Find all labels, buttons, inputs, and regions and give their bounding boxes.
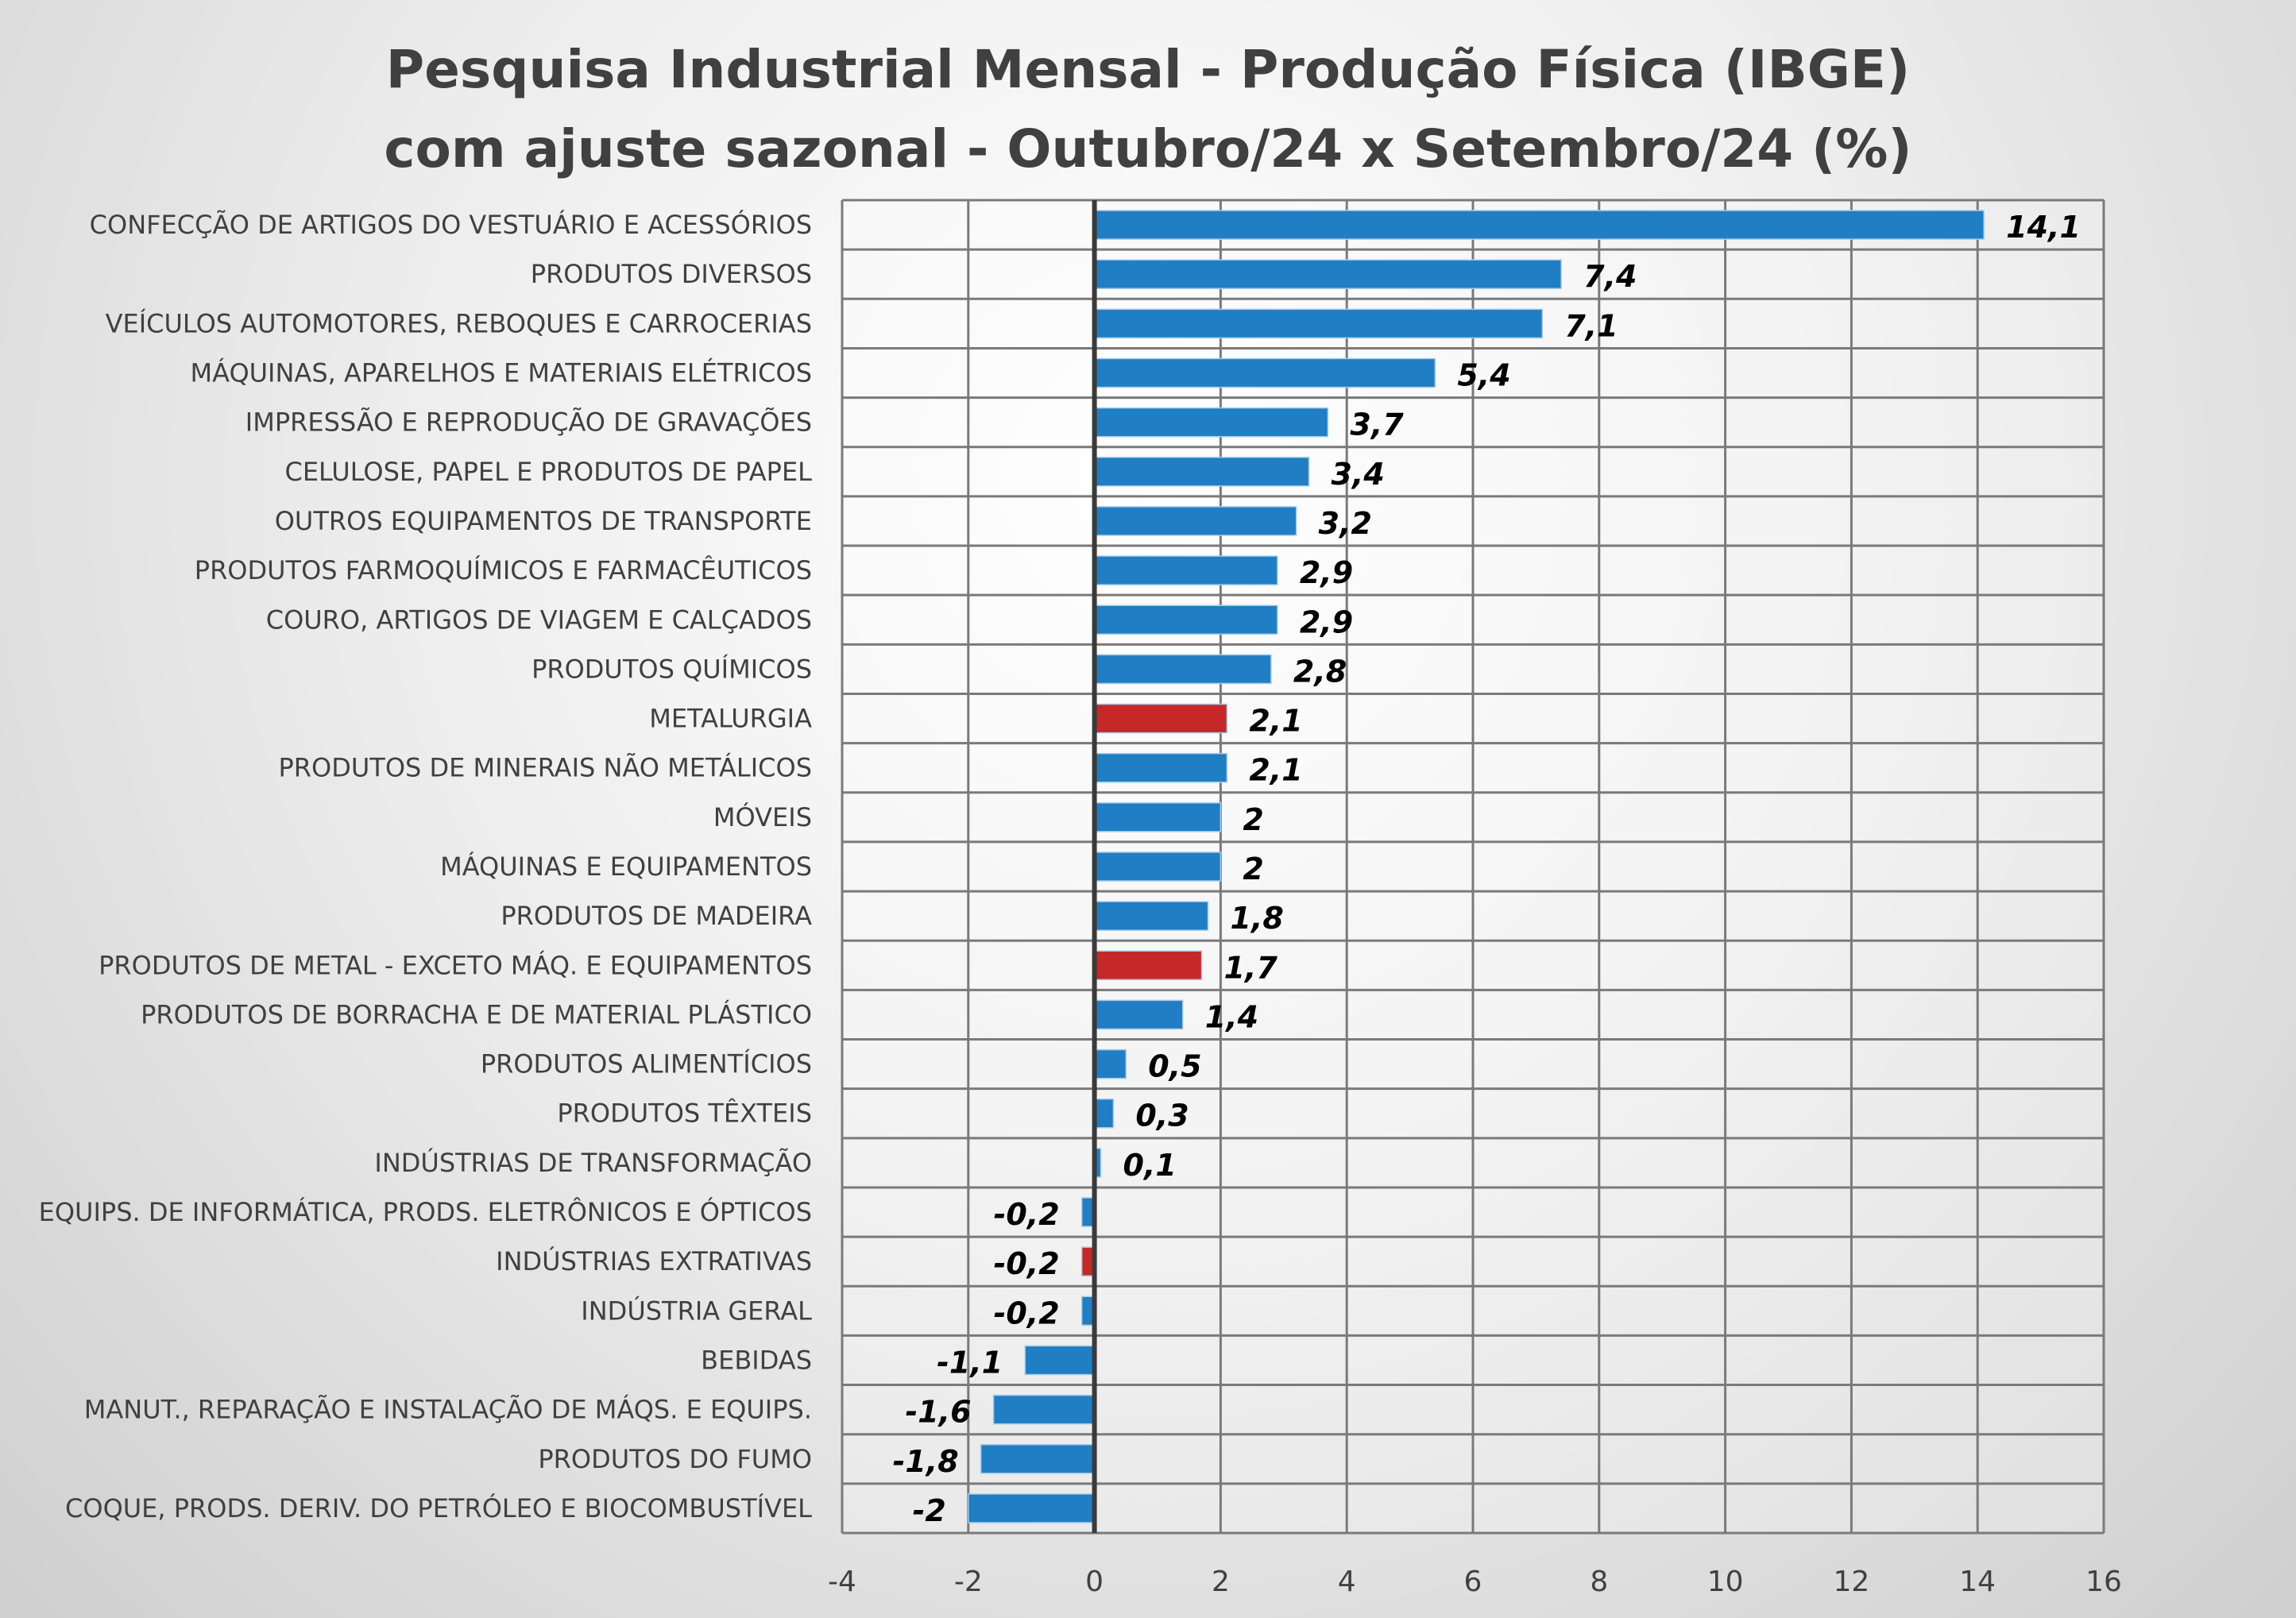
data-label: -1,6 <box>905 1395 971 1430</box>
data-label: -0,2 <box>994 1246 1060 1281</box>
bar <box>1093 457 1310 487</box>
x-tick-label: 4 <box>1338 1566 1356 1598</box>
data-label: 2,9 <box>1300 604 1353 639</box>
category-label: MANUT., REPARAÇÃO E INSTALAÇÃO DE MÁQS. … <box>84 1395 812 1425</box>
bar <box>1024 1345 1096 1376</box>
chart-title-line-1: Pesquisa Industrial Mensal - Produção Fí… <box>386 39 1910 100</box>
x-tick-label: 16 <box>2085 1566 2122 1598</box>
bar <box>1093 308 1544 339</box>
category-label: INDÚSTRIA GERAL <box>581 1295 812 1326</box>
x-tick-label: 8 <box>1590 1566 1608 1598</box>
category-label: CONFECÇÃO DE ARTIGOS DO VESTUÁRIO E ACES… <box>90 209 812 240</box>
category-label: MÁQUINAS E EQUIPAMENTOS <box>440 851 812 882</box>
chart-title-line-2: com ajuste sazonal - Outubro/24 x Setemb… <box>384 118 1911 180</box>
bar <box>1093 210 1985 240</box>
data-label: 0,5 <box>1148 1049 1201 1084</box>
category-label: PRODUTOS DE MINERAIS NÃO METÁLICOS <box>279 753 813 783</box>
category-label: PRODUTOS DE MADEIRA <box>501 901 812 931</box>
data-label: 0,1 <box>1123 1148 1177 1183</box>
data-label: 14,1 <box>2006 210 2081 245</box>
bar <box>1093 654 1272 685</box>
data-label: 3,2 <box>1319 506 1372 541</box>
data-label: -0,2 <box>994 1197 1060 1232</box>
x-tick-label: 0 <box>1085 1566 1104 1598</box>
gridlines <box>841 199 2105 1535</box>
category-label: COURO, ARTIGOS DE VIAGEM E CALÇADOS <box>266 604 812 635</box>
data-label: 3,4 <box>1332 457 1385 492</box>
bar <box>1093 999 1184 1030</box>
bar <box>1093 901 1209 931</box>
bar <box>992 1394 1096 1425</box>
data-label: 2,1 <box>1249 704 1302 739</box>
category-label: INDÚSTRIAS EXTRATIVAS <box>496 1245 812 1276</box>
data-label: 7,1 <box>1564 308 1618 343</box>
category-label: PRODUTOS ALIMENTÍCIOS <box>481 1049 812 1079</box>
category-label: CELULOSE, PAPEL E PRODUTOS DE PAPEL <box>284 457 812 487</box>
bar <box>968 1493 1096 1523</box>
category-label: INDÚSTRIAS DE TRANSFORMAÇÃO <box>374 1147 812 1178</box>
x-tick-label: -4 <box>828 1566 856 1598</box>
category-labels: CONFECÇÃO DE ARTIGOS DO VESTUÁRIO E ACES… <box>39 209 813 1523</box>
x-tick-label: 2 <box>1212 1566 1230 1598</box>
category-label: MÓVEIS <box>713 801 812 832</box>
x-tick-label: -2 <box>954 1566 983 1598</box>
x-tick-label: 10 <box>1707 1566 1744 1598</box>
data-label: 0,3 <box>1135 1099 1189 1133</box>
data-label: 1,4 <box>1205 999 1258 1034</box>
bar <box>1093 703 1228 734</box>
bar <box>1093 259 1562 289</box>
category-label: PRODUTOS DO FUMO <box>538 1444 812 1474</box>
x-tick-label: 14 <box>1959 1566 1996 1598</box>
x-tick-label: 12 <box>1833 1566 1869 1598</box>
bar <box>1093 802 1222 832</box>
data-label: 5,4 <box>1457 358 1510 393</box>
data-label: 1,8 <box>1231 901 1284 936</box>
category-label: EQUIPS. DE INFORMÁTICA, PRODS. ELETRÔNIC… <box>39 1196 812 1227</box>
data-label: 7,4 <box>1583 259 1637 294</box>
bar <box>1093 752 1228 783</box>
data-label: 2 <box>1243 802 1263 837</box>
category-label: PRODUTOS QUÍMICOS <box>531 654 812 684</box>
category-label: PRODUTOS DE BORRACHA E DE MATERIAL PLÁST… <box>141 999 812 1029</box>
category-label: METALURGIA <box>649 704 812 734</box>
category-label: PRODUTOS TÊXTEIS <box>557 1099 812 1129</box>
bar <box>1093 555 1278 585</box>
data-label: 1,7 <box>1224 950 1278 985</box>
data-label: -2 <box>913 1493 946 1528</box>
bar <box>1093 950 1203 981</box>
data-label: 2,1 <box>1249 753 1302 788</box>
category-label: MÁQUINAS, APARELHOS E MATERIAIS ELÉTRICO… <box>191 358 813 388</box>
data-label: -0,2 <box>994 1296 1060 1330</box>
bar <box>1093 506 1297 536</box>
bar <box>1093 1048 1127 1079</box>
bar <box>1093 1098 1115 1129</box>
bar <box>1093 357 1436 388</box>
data-label: -1,8 <box>893 1444 959 1479</box>
category-label: VEÍCULOS AUTOMOTORES, REBOQUES E CARROCE… <box>106 308 812 338</box>
data-label: 2,8 <box>1293 654 1347 689</box>
category-label: PRODUTOS FARMOQUÍMICOS E FARMACÊUTICOS <box>195 555 812 585</box>
category-label: COQUE, PRODS. DERIV. DO PETRÓLEO E BIOCO… <box>65 1492 812 1523</box>
category-label: OUTROS EQUIPAMENTOS DE TRANSPORTE <box>275 506 812 536</box>
bar <box>1093 851 1222 882</box>
data-label: 2,9 <box>1300 555 1353 590</box>
data-label: 2 <box>1243 851 1263 886</box>
category-label: PRODUTOS DE METAL - EXCETO MÁQ. E EQUIPA… <box>99 950 812 980</box>
data-label: -1,1 <box>937 1345 1003 1380</box>
bars: 14,1 7,4 7,1 5,4 3,7 3,4 3,2 2,9 2,9 2,8 2,1 2,1 2 2 1… <box>893 200 2081 1533</box>
category-label: BEBIDAS <box>701 1345 812 1375</box>
bar <box>1093 407 1329 438</box>
bar <box>980 1444 1096 1474</box>
x-axis-ticks: -4 -2 0 2 4 6 8 10 12 14 16 <box>828 1566 2122 1598</box>
category-label: PRODUTOS DIVERSOS <box>531 259 812 289</box>
data-label: 3,7 <box>1350 407 1404 442</box>
bar <box>1093 604 1278 635</box>
category-label: IMPRESSÃO E REPRODUÇÃO DE GRAVAÇÕES <box>245 407 812 438</box>
x-tick-label: 6 <box>1464 1566 1482 1598</box>
